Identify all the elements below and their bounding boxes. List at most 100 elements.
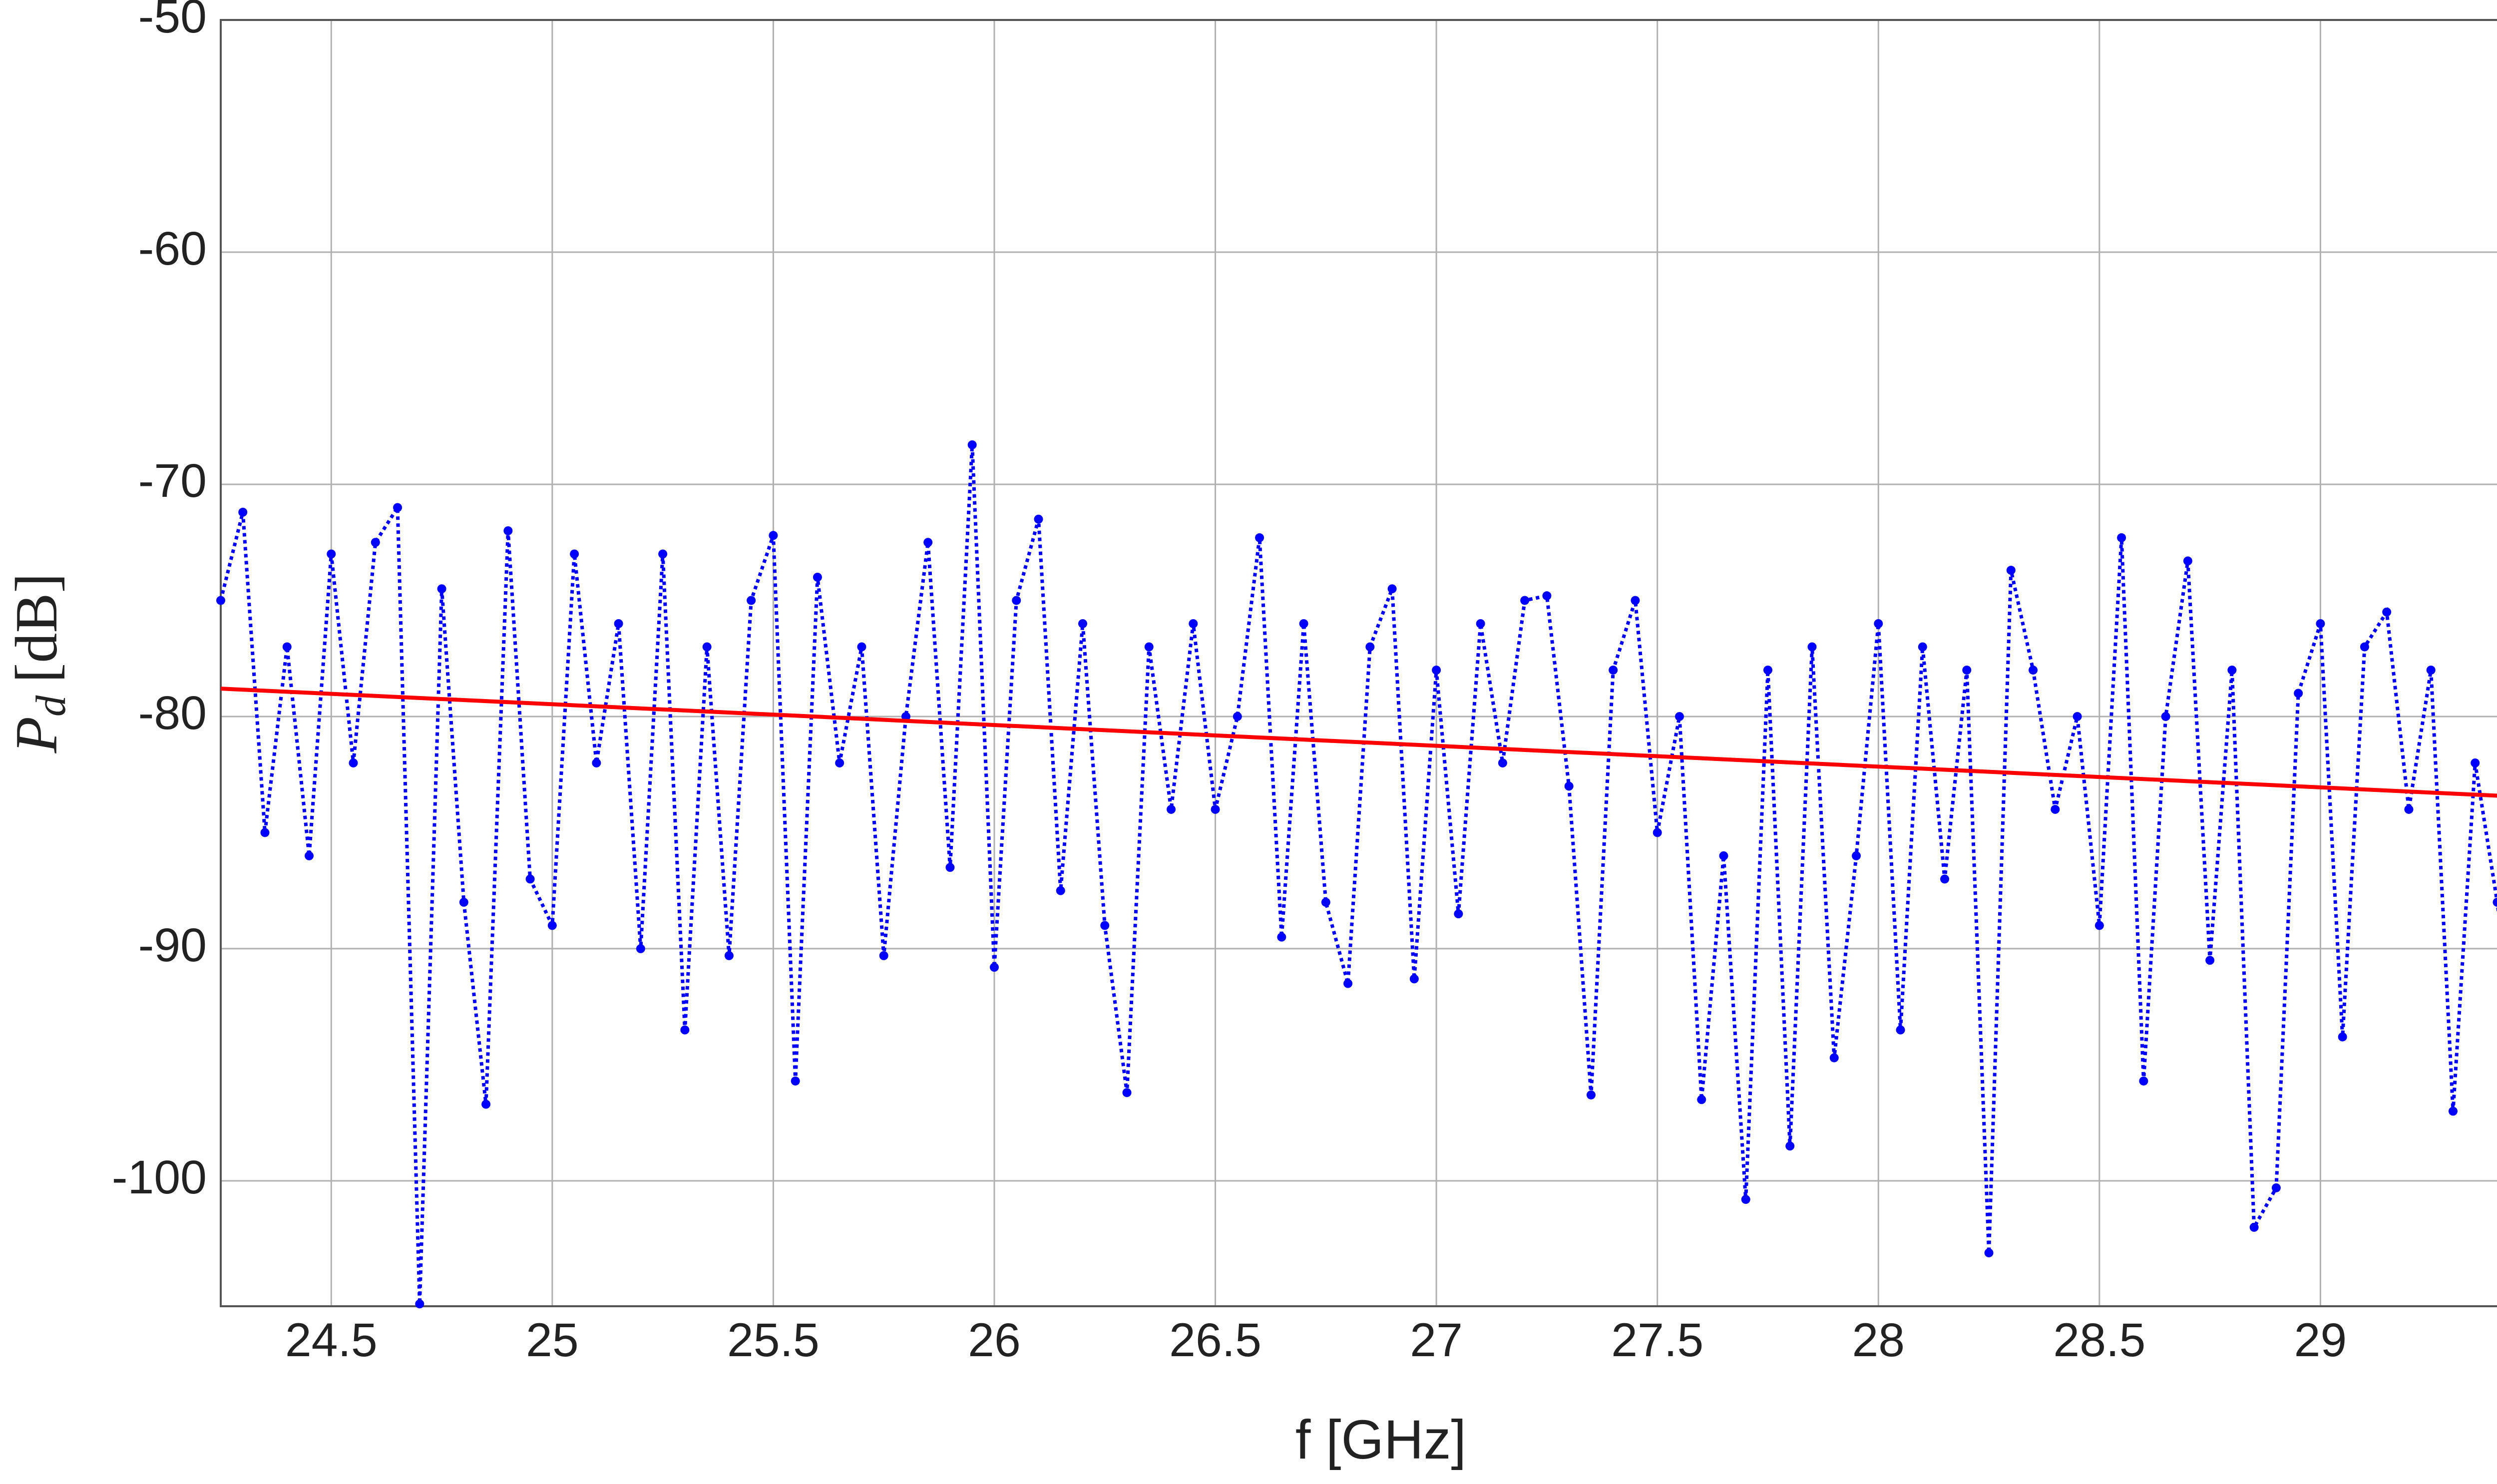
data-point bbox=[1454, 909, 1463, 919]
data-point bbox=[2227, 665, 2237, 675]
data-point bbox=[1785, 1141, 1795, 1151]
data-point bbox=[901, 712, 910, 721]
data-point bbox=[1918, 642, 1927, 652]
data-point bbox=[2139, 1076, 2148, 1086]
data-point bbox=[2117, 533, 2126, 542]
data-point bbox=[1299, 619, 1308, 628]
data-point bbox=[1829, 1053, 1839, 1063]
data-point bbox=[1321, 897, 1330, 907]
series-line bbox=[220, 687, 2497, 798]
data-point bbox=[1653, 828, 1662, 837]
data-point bbox=[1631, 596, 1640, 605]
data-point bbox=[1896, 1025, 1905, 1035]
x-tick-label: 29.5 bbox=[2496, 1314, 2497, 1367]
data-point bbox=[1122, 1088, 1132, 1098]
y-tick-label: -70 bbox=[138, 454, 207, 507]
data-point bbox=[1763, 665, 1772, 675]
data-point bbox=[1564, 781, 1574, 791]
data-point bbox=[1012, 596, 1021, 605]
data-point bbox=[260, 828, 270, 837]
data-point bbox=[1078, 619, 1088, 628]
data-point bbox=[658, 549, 668, 559]
data-point bbox=[2073, 712, 2082, 721]
data-point bbox=[2161, 712, 2170, 721]
data-point bbox=[1034, 514, 1043, 524]
data-point bbox=[1277, 932, 1286, 942]
data-point bbox=[1586, 1090, 1596, 1100]
data-point bbox=[1542, 591, 1552, 601]
data-point bbox=[1189, 619, 1198, 628]
data-point bbox=[2493, 897, 2497, 907]
data-point bbox=[2051, 804, 2060, 814]
data-point bbox=[2448, 1107, 2458, 1116]
data-point bbox=[1674, 712, 1684, 721]
data-point bbox=[2294, 689, 2303, 698]
data-point bbox=[967, 440, 977, 449]
data-point bbox=[481, 1100, 491, 1109]
data-point bbox=[1741, 1195, 1750, 1204]
data-point bbox=[547, 921, 557, 930]
data-point bbox=[1852, 851, 1861, 860]
data-point bbox=[349, 758, 358, 767]
data-point bbox=[2471, 758, 2480, 767]
data-point bbox=[680, 1025, 690, 1035]
data-point bbox=[945, 863, 955, 872]
data-point bbox=[1233, 712, 1242, 721]
data-point bbox=[1697, 1095, 1706, 1105]
data-point bbox=[1874, 619, 1883, 628]
data-point bbox=[747, 596, 756, 605]
x-tick-label: 27 bbox=[1410, 1314, 1463, 1367]
y-tick-label: -80 bbox=[138, 687, 207, 740]
data-point bbox=[2006, 566, 2016, 575]
data-point bbox=[2249, 1222, 2259, 1232]
x-tick-label: 25.5 bbox=[727, 1314, 820, 1367]
data-point bbox=[437, 584, 446, 594]
data-point bbox=[371, 538, 380, 547]
data-point bbox=[503, 526, 513, 535]
data-point bbox=[1498, 758, 1507, 767]
x-tick-label: 28 bbox=[1852, 1314, 1905, 1367]
data-point bbox=[216, 596, 225, 605]
y-tick-label: -90 bbox=[138, 919, 207, 972]
data-point bbox=[702, 642, 712, 652]
data-point bbox=[1211, 804, 1220, 814]
data-point bbox=[1056, 886, 1065, 895]
x-tick-label: 24.5 bbox=[285, 1314, 378, 1367]
plot-frame bbox=[220, 19, 2497, 1307]
data-point bbox=[1940, 874, 1950, 884]
data-point bbox=[2360, 642, 2369, 652]
data-point bbox=[2205, 956, 2215, 965]
data-point bbox=[2338, 1032, 2347, 1042]
data-point bbox=[1609, 665, 1618, 675]
x-axis-label: f [GHz] bbox=[1295, 1409, 1466, 1471]
y-tick-label: -50 bbox=[138, 0, 207, 43]
series-line bbox=[219, 444, 2497, 1304]
y-label-unit: [dB] bbox=[3, 573, 69, 683]
data-point bbox=[2382, 607, 2392, 617]
data-point bbox=[923, 538, 933, 547]
data-point bbox=[2404, 804, 2414, 814]
data-point bbox=[2029, 665, 2038, 675]
x-tick-label: 26 bbox=[968, 1314, 1021, 1367]
data-point bbox=[1387, 584, 1397, 594]
data-point bbox=[1962, 665, 1972, 675]
data-point bbox=[2271, 1183, 2281, 1192]
data-point bbox=[1432, 665, 1441, 675]
data-point bbox=[1719, 851, 1728, 860]
data-point bbox=[238, 507, 248, 517]
data-point bbox=[1409, 974, 1419, 984]
data-point bbox=[459, 897, 468, 907]
data-point bbox=[636, 944, 645, 953]
data-point bbox=[1343, 979, 1353, 988]
data-point bbox=[614, 619, 623, 628]
y-label-symbol: P bbox=[3, 717, 69, 753]
data-point bbox=[393, 503, 403, 512]
data-point bbox=[592, 758, 601, 767]
data-point bbox=[1365, 642, 1375, 652]
x-tick-label: 28.5 bbox=[2053, 1314, 2145, 1367]
x-tick-label: 27.5 bbox=[1611, 1314, 1703, 1367]
x-tick-label: 25 bbox=[526, 1314, 579, 1367]
data-point bbox=[791, 1076, 800, 1086]
